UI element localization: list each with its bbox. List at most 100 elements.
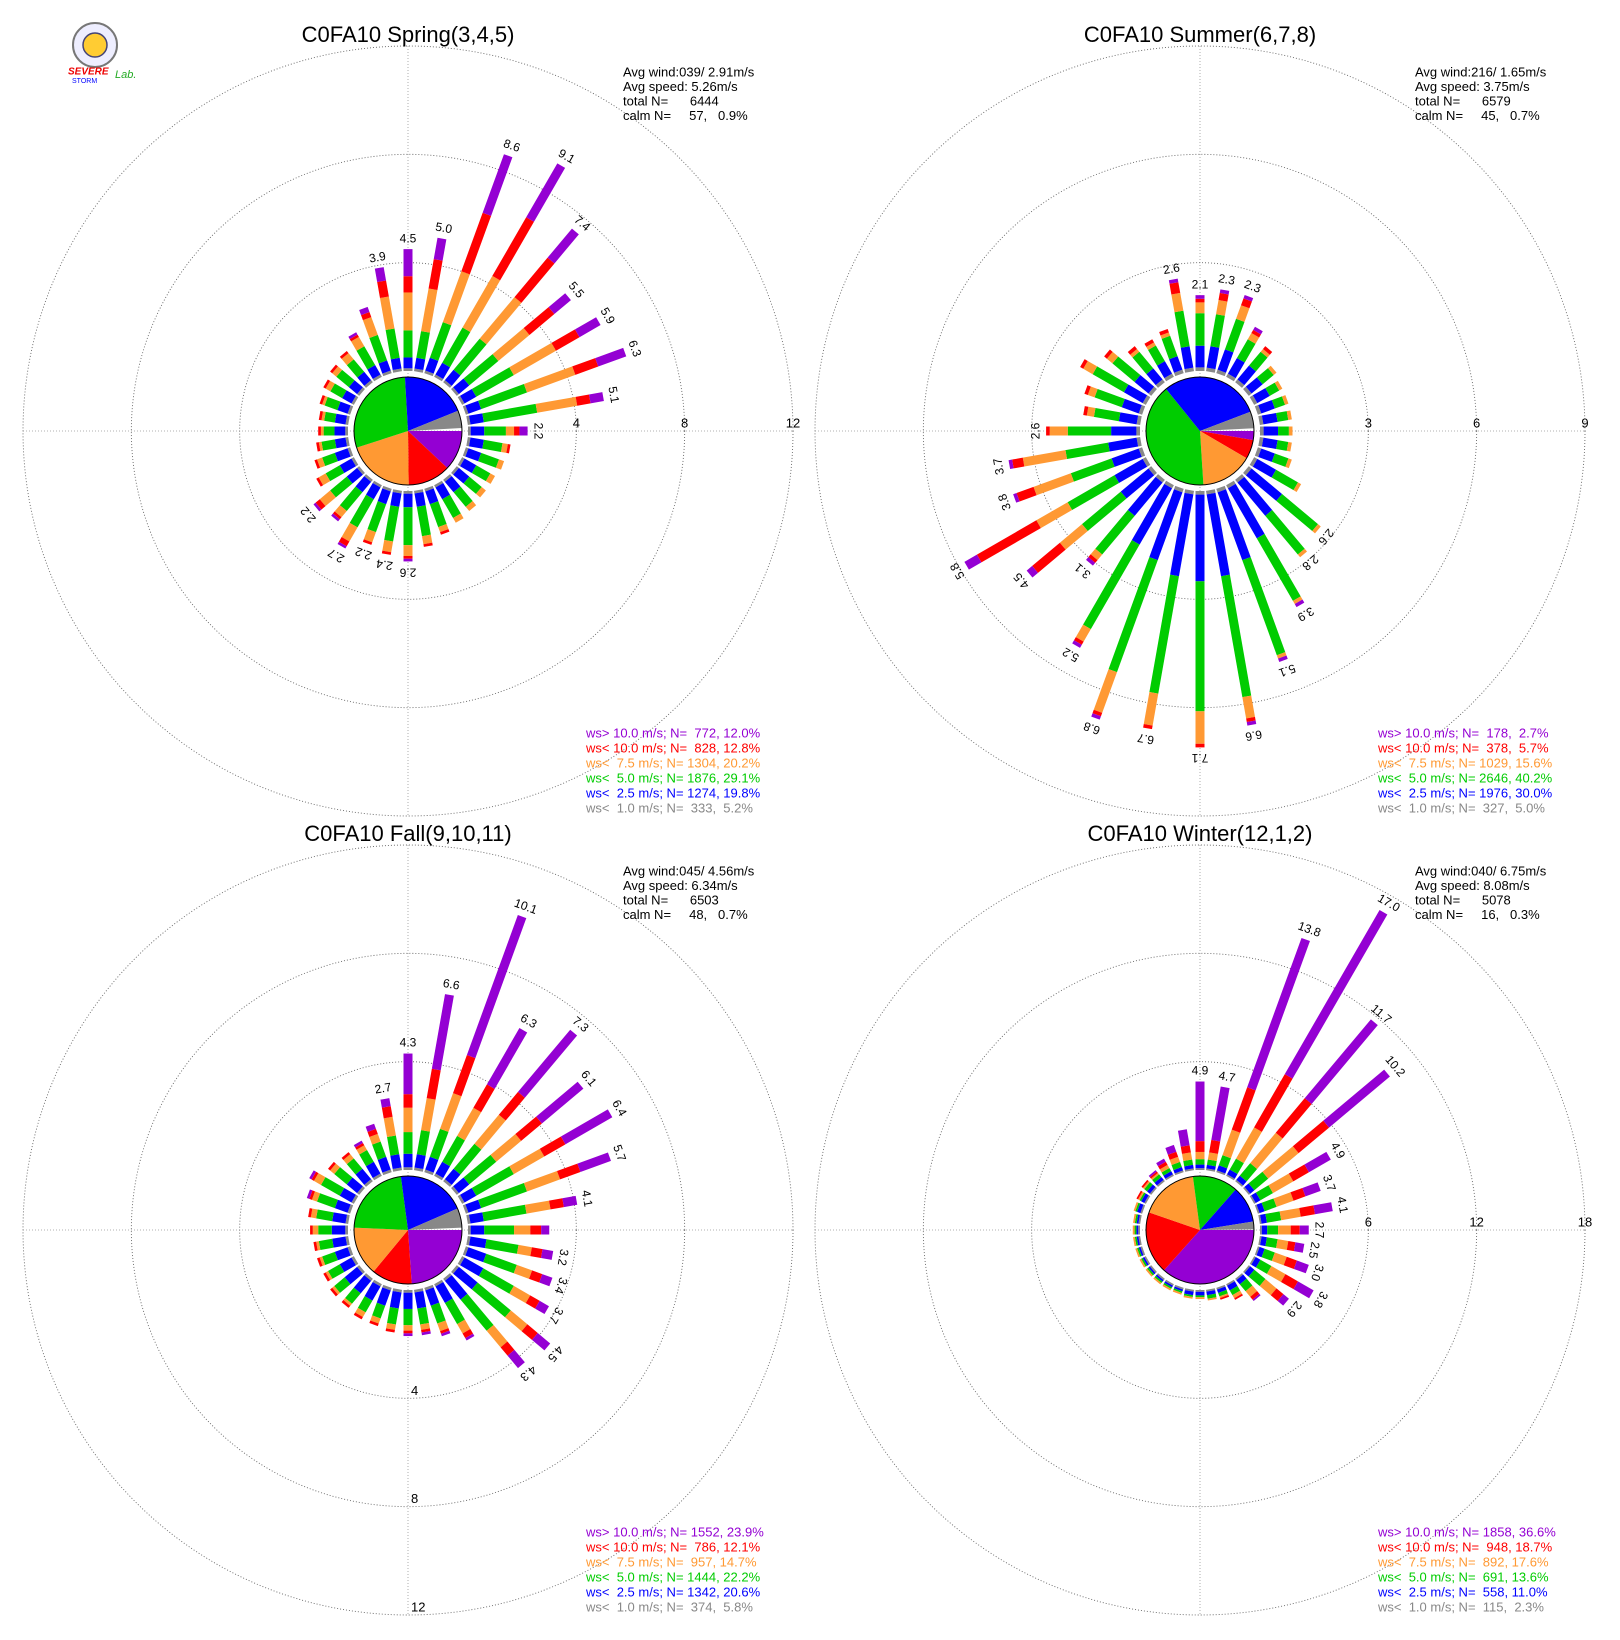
pie-wedge — [408, 410, 462, 431]
grid-ring — [922, 153, 1478, 709]
bar-segment — [356, 1145, 368, 1155]
bar-segment — [438, 524, 449, 533]
bar-label: 2.3 — [1242, 277, 1263, 296]
bar-segment — [435, 483, 451, 500]
bar-segment — [1049, 426, 1068, 436]
pie-outline — [353, 376, 463, 486]
bar-segment — [1229, 1158, 1244, 1175]
bar-segment — [1271, 453, 1289, 467]
bar-segment — [1273, 1192, 1294, 1207]
r-tick-label: 6 — [1365, 1214, 1372, 1229]
bar-segment — [1262, 346, 1273, 355]
stats-line: Avg wind:040/ 6.75m/s — [1415, 863, 1547, 878]
stats-line: calm N= 48, 0.7% — [623, 907, 748, 922]
bar-segment — [1067, 426, 1112, 436]
bar-segment — [1299, 1205, 1315, 1217]
bar-segment — [1240, 298, 1252, 309]
bar-segment — [322, 1251, 338, 1265]
bar-segment — [403, 1308, 413, 1326]
bar-segment — [1222, 1129, 1241, 1159]
bar-segment — [1083, 540, 1140, 630]
bar-segment — [588, 392, 604, 404]
bar-segment — [1149, 1186, 1157, 1195]
bar-segment — [1162, 1284, 1172, 1291]
bar-segment — [1195, 295, 1205, 299]
bar-segment — [453, 486, 473, 507]
bar-segment — [339, 351, 349, 359]
r-tick-label: 3 — [1365, 415, 1372, 430]
bar-segment — [1243, 1186, 1251, 1195]
bar-segment — [1183, 1293, 1194, 1297]
bar-segment — [403, 1153, 413, 1168]
bar-segment — [1090, 548, 1103, 561]
bar-segment — [1033, 473, 1074, 496]
pie-wedge — [1146, 1212, 1200, 1271]
bar-segment — [1026, 565, 1038, 578]
bar-segment — [345, 1235, 350, 1246]
bar-segment — [364, 1273, 373, 1281]
bar-segment — [322, 452, 338, 466]
bar-label: 6.1 — [578, 1067, 600, 1089]
chart-title: C0FA10 Winter(12,1,2) — [1088, 821, 1313, 846]
bar-segment — [1256, 368, 1274, 385]
bar-segment — [331, 513, 340, 522]
bar-segment — [1164, 1281, 1173, 1288]
bar-segment — [478, 384, 528, 410]
bar-segment — [425, 1287, 440, 1306]
bar-segment — [1195, 1159, 1205, 1165]
bar-segment — [1146, 1184, 1156, 1194]
bar-segment — [1134, 1214, 1139, 1224]
bar-label: 5.9 — [597, 305, 618, 327]
bar-segment — [1086, 557, 1096, 566]
legend-entry: ws< 10.0 m/s; N= 786, 12.1% — [585, 1539, 761, 1554]
bar-segment — [442, 327, 471, 368]
bar-segment — [1216, 369, 1226, 377]
bar-label: 4.9 — [1192, 1064, 1209, 1078]
bar-segment — [1249, 457, 1258, 467]
pie-wedge — [408, 431, 463, 468]
bar-segment — [1174, 1284, 1184, 1290]
bar-segment — [1250, 1132, 1283, 1169]
bar-segment — [514, 257, 555, 303]
bar-segment — [355, 1168, 372, 1185]
bar-segment — [575, 394, 591, 406]
bar-segment — [337, 401, 351, 414]
grid-ring — [22, 844, 794, 1616]
bar-segment — [351, 336, 365, 351]
bar-segment — [506, 444, 511, 454]
bar-segment — [1169, 1156, 1181, 1165]
bar-segment — [403, 249, 413, 277]
bar-segment — [382, 539, 394, 553]
bar-segment — [389, 1290, 402, 1309]
bar-segment — [1236, 339, 1256, 363]
bar-segment — [1205, 489, 1216, 495]
bar-segment — [1184, 367, 1195, 373]
bar-segment — [336, 369, 355, 388]
bar-segment — [530, 1225, 542, 1235]
bar-segment — [1106, 351, 1119, 364]
bar-segment — [392, 489, 403, 494]
bar-segment — [1251, 1192, 1261, 1203]
bar-segment — [1232, 1290, 1243, 1299]
logo-text: SEVERE — [68, 67, 109, 78]
bar-segment — [309, 1170, 317, 1180]
stats-line: total N= 5078 — [1415, 892, 1511, 907]
bar-segment — [429, 1128, 449, 1160]
bar-label: 2.6 — [399, 565, 416, 579]
r-tick-label: 12 — [1469, 1214, 1483, 1229]
bar-segment — [1252, 1293, 1261, 1301]
bar-label: 3.7 — [546, 1305, 567, 1327]
bar-segment — [362, 539, 373, 545]
bar-segment — [403, 1107, 413, 1133]
bar-segment — [1236, 1274, 1247, 1285]
bar-segment — [1195, 1081, 1205, 1142]
bar-segment — [1183, 1295, 1193, 1299]
bar-segment — [1245, 468, 1283, 501]
bar-segment — [1104, 349, 1113, 359]
bar-segment — [1271, 1252, 1287, 1266]
bar-segment — [1249, 351, 1268, 372]
pie-wedge — [408, 1230, 462, 1284]
bar-label: 5.1 — [605, 385, 622, 404]
bar-segment — [1146, 368, 1163, 386]
bar-segment — [310, 1208, 318, 1219]
